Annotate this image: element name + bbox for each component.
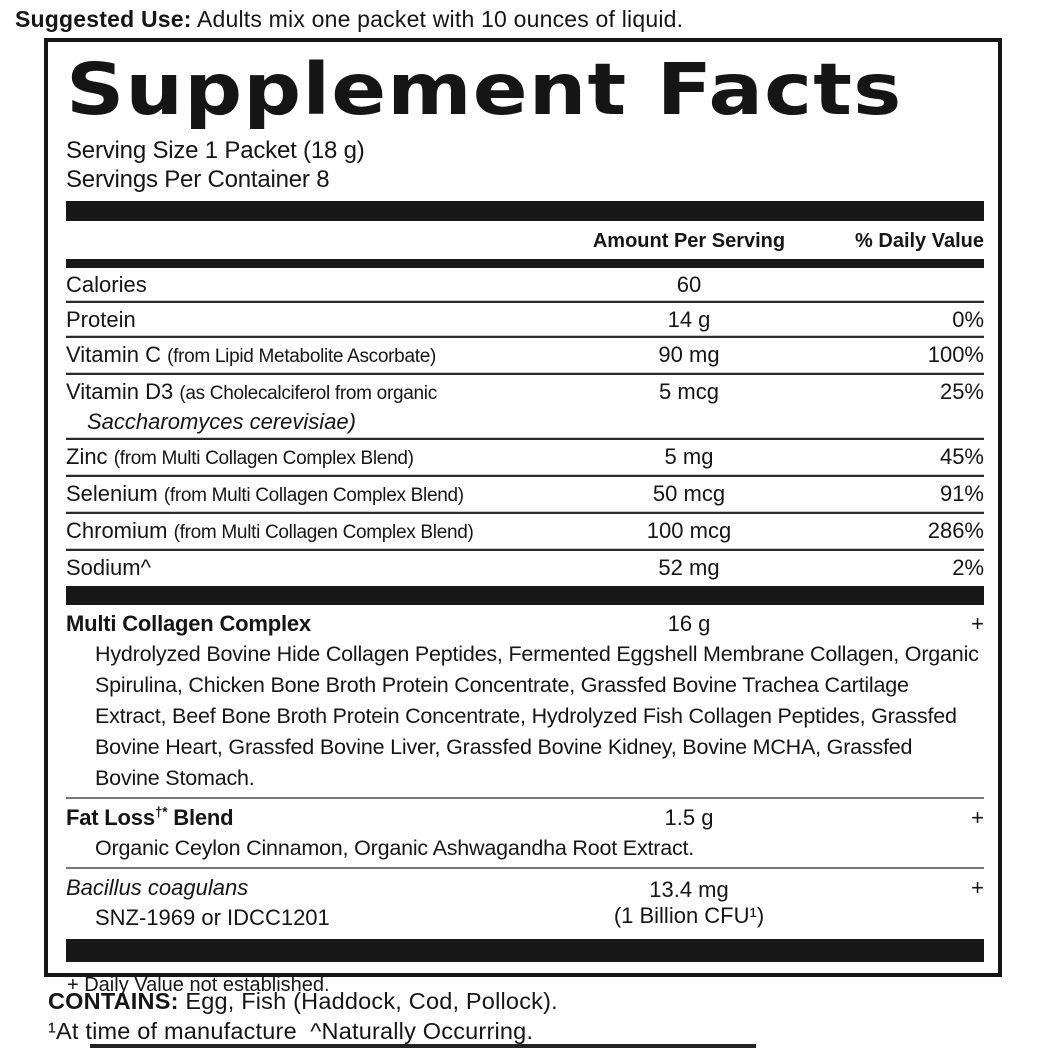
section-name-italic: Bacillus coagulans — [66, 875, 249, 900]
section-amount: 1.5 g — [664, 805, 714, 830]
nutrient-row-protein: Protein 14 g 0% — [66, 303, 984, 334]
nutrient-dv: 0% — [952, 307, 984, 332]
suggested-use-text: Adults mix one packet with 10 ounces of … — [191, 6, 684, 32]
section-row-bacillus-coagulans: Bacillus coagulans SNZ-1969 or IDCC1201 … — [66, 869, 984, 933]
nutrient-row-selenium: Selenium (from Multi Collagen Complex Bl… — [66, 477, 984, 510]
section-dv: + — [971, 875, 984, 900]
section-name: Multi Collagen Complex — [66, 611, 311, 636]
section-amount-cfu: (1 Billion CFU¹) — [613, 903, 765, 928]
section-name-line2: SNZ-1969 or IDCC1201 — [95, 905, 330, 930]
nutrient-amount: 90 mg — [658, 342, 720, 367]
section-dv: + — [971, 611, 984, 636]
nutrient-name: Vitamin D3 — [66, 379, 174, 404]
row-separator — [66, 300, 984, 303]
section-ingredients: Organic Ceylon Cinnamon, Organic Ashwaga… — [95, 836, 695, 860]
divider-bar-medium — [66, 259, 984, 268]
nutrient-amount: 5 mcg — [659, 379, 719, 404]
row-separator — [66, 548, 984, 551]
nutrient-row-vitamin-d3: Vitamin D3 (as Cholecalciferol from orga… — [66, 375, 984, 436]
supplement-facts-panel: Supplement Facts Serving Size 1 Packet (… — [44, 38, 1002, 996]
bottom-edge-bar — [90, 1044, 756, 1048]
nutrient-amount: 60 — [676, 272, 702, 297]
nutrient-name: Sodium^ — [66, 555, 151, 580]
nutrient-name: Zinc — [66, 444, 108, 469]
nutrient-row-sodium: Sodium^ 52 mg 2% — [66, 551, 984, 582]
row-separator — [66, 437, 984, 440]
nutrient-dv: 91% — [939, 481, 984, 506]
section-row-multi-collagen-complex: Multi Collagen Complex 16 g + — [66, 605, 984, 639]
manufacture-note: ¹At time of manufacture ^Naturally Occur… — [48, 1018, 534, 1044]
servings-per-container: Servings Per Container 8 — [66, 166, 330, 193]
row-separator — [66, 511, 984, 514]
nutrient-amount: 100 mcg — [646, 518, 732, 543]
section-name: Fat Loss — [66, 805, 155, 830]
column-header-row: Amount Per Serving % Daily Value — [66, 221, 984, 259]
nutrient-note: (from Multi Collagen Complex Blend) — [113, 448, 414, 469]
nutrient-dv: 2% — [952, 555, 984, 580]
nutrient-row-calories: Calories 60 — [66, 268, 984, 299]
nutrient-amount: 52 mg — [658, 555, 720, 580]
nutrient-row-zinc: Zinc (from Multi Collagen Complex Blend)… — [66, 440, 984, 473]
section-row-fat-loss-blend: Fat Loss†* Blend 1.5 g + — [66, 799, 984, 833]
nutrient-dv: 100% — [927, 342, 984, 367]
nutrient-name: Vitamin C — [66, 342, 161, 367]
divider-bar-thick — [66, 939, 984, 962]
nutrient-row-vitamin-c: Vitamin C (from Lipid Metabolite Ascorba… — [66, 338, 984, 371]
nutrient-amount: 14 g — [667, 307, 711, 332]
nutrient-row-chromium: Chromium (from Multi Collagen Complex Bl… — [66, 514, 984, 547]
nutrient-name: Selenium — [66, 481, 158, 506]
daily-value-footnote: + Daily Value not established. — [67, 974, 330, 996]
column-header-daily-value: % Daily Value — [855, 230, 984, 252]
nutrient-note: (as Cholecalciferol from organic — [179, 383, 437, 404]
serving-size: Serving Size 1 Packet (18 g) — [66, 137, 365, 164]
nutrient-note: (from Lipid Metabolite Ascorbate) — [167, 346, 436, 367]
section-name-rest: Blend — [167, 805, 234, 830]
section-separator — [66, 867, 984, 869]
nutrient-note-line2: Saccharomyces cerevisiae) — [87, 409, 356, 434]
column-header-amount: Amount Per Serving — [592, 230, 786, 252]
contains-label: CONTAINS: — [48, 988, 179, 1014]
nutrient-name: Calories — [66, 272, 147, 297]
nutrient-dv: 25% — [939, 379, 984, 404]
divider-bar-thick — [66, 586, 984, 605]
row-separator — [66, 335, 984, 338]
contains-text: Egg, Fish (Haddock, Cod, Pollock). — [178, 988, 558, 1014]
nutrient-name: Chromium — [66, 518, 168, 543]
row-separator — [66, 474, 984, 477]
section-name-superscript: †* — [154, 804, 168, 820]
nutrient-dv: 45% — [939, 444, 984, 469]
section-dv: + — [971, 805, 984, 830]
nutrient-note: (from Multi Collagen Complex Blend) — [173, 522, 474, 543]
panel-title: Supplement Facts — [66, 48, 903, 131]
row-separator — [66, 372, 984, 375]
contains-line: CONTAINS: Egg, Fish (Haddock, Cod, Pollo… — [48, 986, 558, 1016]
section-amount: 16 g — [667, 611, 711, 636]
nutrient-amount: 5 mg — [664, 444, 714, 469]
nutrient-note: (from Multi Collagen Complex Blend) — [163, 485, 464, 506]
nutrient-dv: 286% — [927, 518, 984, 543]
divider-bar-thick — [66, 201, 984, 221]
nutrient-name: Protein — [66, 307, 136, 332]
section-ingredients: Hydrolyzed Bovine Hide Collagen Peptides… — [95, 642, 979, 790]
label-footer: CONTAINS: Egg, Fish (Haddock, Cod, Pollo… — [48, 986, 558, 1046]
section-separator — [66, 797, 984, 799]
suggested-use-line: Suggested Use: Adults mix one packet wit… — [0, 0, 1048, 33]
suggested-use-label: Suggested Use: — [15, 6, 192, 32]
section-amount: 13.4 mg — [649, 877, 729, 902]
nutrient-amount: 50 mcg — [652, 481, 726, 506]
